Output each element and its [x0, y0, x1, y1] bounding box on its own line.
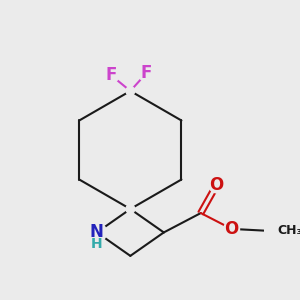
Text: F: F — [105, 66, 117, 84]
Circle shape — [103, 67, 119, 83]
Circle shape — [87, 223, 106, 242]
Circle shape — [126, 205, 135, 213]
Text: H: H — [91, 237, 103, 251]
Circle shape — [224, 221, 239, 237]
Circle shape — [138, 65, 154, 81]
Text: O: O — [209, 176, 224, 194]
Text: O: O — [224, 220, 239, 238]
Text: N: N — [90, 224, 104, 242]
Circle shape — [209, 177, 225, 193]
Text: F: F — [140, 64, 152, 82]
Circle shape — [126, 87, 135, 95]
Text: CH₃: CH₃ — [278, 224, 300, 237]
